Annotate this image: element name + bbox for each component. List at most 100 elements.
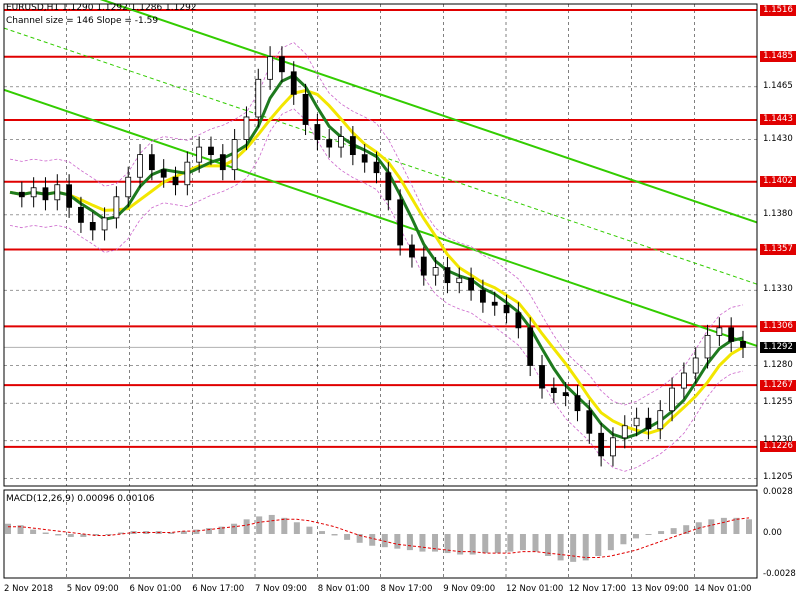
macd-bar: [293, 522, 300, 534]
macd-bar: [256, 516, 263, 534]
candle-body: [420, 256, 427, 276]
time-tick-label: 9 Nov 09:00: [443, 584, 496, 594]
macd-bar: [532, 534, 539, 552]
candle-body: [480, 289, 486, 303]
macd-bar: [231, 523, 238, 534]
macd-bar: [306, 526, 313, 534]
macd-bar: [356, 534, 363, 543]
candle-body: [692, 357, 699, 374]
candle-body: [527, 327, 534, 366]
candle-body: [314, 124, 321, 140]
candle-body: [562, 392, 569, 397]
time-tick-label: 13 Nov 09:00: [631, 584, 689, 594]
macd-bar: [205, 528, 212, 534]
candle-body: [574, 395, 581, 412]
time-tick-label: 8 Nov 17:00: [380, 584, 433, 594]
level-label: 1.1443: [760, 114, 796, 126]
candle-body: [740, 340, 746, 348]
macd-bar: [432, 534, 439, 552]
macd-panel-frame: [3, 489, 758, 579]
price-tick-label: 1.1230: [763, 434, 793, 445]
candle-body: [432, 267, 439, 276]
candle-body: [54, 184, 61, 201]
macd-bar: [394, 534, 401, 549]
candle-body: [468, 277, 474, 291]
candle-body: [160, 169, 167, 178]
candle-body: [680, 372, 687, 389]
macd-bar: [67, 534, 74, 537]
candle-body: [586, 410, 593, 434]
candle-body: [196, 146, 203, 163]
macd-bar: [281, 517, 288, 534]
candle-body: [409, 244, 415, 258]
channel-info: Channel size = 146 Slope = -1.59: [6, 16, 159, 26]
price-tick-label: 1.1465: [763, 80, 793, 91]
candle-body: [716, 327, 723, 336]
level-label: 1.1357: [760, 244, 796, 256]
macd-bar: [143, 531, 150, 534]
channel-lower-line: [3, 88, 758, 347]
macd-bar: [746, 519, 752, 534]
macd-bar: [595, 534, 602, 556]
candle-body: [397, 199, 404, 246]
time-tick-label: 14 Nov 01:00: [694, 584, 752, 594]
macd-bar: [30, 529, 37, 534]
candle-body: [349, 136, 356, 156]
candle-body: [373, 161, 380, 174]
macd-label: MACD(12,26,9) 0.00096 0.00106: [6, 494, 155, 504]
candle-body: [633, 417, 640, 427]
candle-body: [456, 277, 463, 284]
macd-bar: [344, 534, 351, 540]
candle-body: [101, 217, 108, 231]
candle-body: [361, 154, 368, 163]
macd-bar: [268, 514, 275, 534]
candle-body: [18, 191, 25, 198]
candle-body: [302, 93, 309, 125]
candle-body: [704, 334, 711, 359]
time-tick-label: 8 Nov 01:00: [317, 584, 370, 594]
macd-bar: [607, 534, 614, 551]
macd-bar: [406, 534, 413, 551]
level-label: 1.1485: [760, 51, 796, 63]
price-tick-label: 1.1330: [763, 284, 793, 295]
candle-body: [219, 154, 226, 171]
candle-body: [385, 172, 392, 201]
candle-body: [125, 176, 132, 198]
macd-bar: [218, 526, 225, 534]
channel-upper-line: [99, 0, 758, 224]
macd-bar: [557, 534, 564, 561]
price-tick-label: 1.1255: [763, 397, 793, 408]
level-label: 1.1516: [760, 4, 796, 16]
price-panel-frame: [3, 3, 758, 487]
macd-bar: [658, 531, 665, 534]
macd-bar: [545, 534, 552, 556]
envelope-upper: [9, 41, 744, 406]
macd-bar: [168, 532, 175, 534]
macd-bar: [55, 534, 62, 536]
macd-bar: [683, 525, 690, 534]
macd-bar: [469, 534, 476, 555]
macd-bar: [243, 519, 250, 534]
macd-bar: [369, 534, 376, 546]
level-label: 1.1402: [760, 176, 796, 188]
macd-tick-label: 0.0028: [763, 486, 793, 497]
candle-body: [515, 312, 522, 329]
macd-bar: [632, 534, 639, 539]
candle-body: [42, 187, 49, 201]
time-tick-label: 7 Nov 09:00: [255, 584, 307, 594]
macd-bar: [620, 534, 627, 545]
candle-body: [539, 365, 545, 389]
macd-bar: [318, 531, 325, 534]
time-tick-label: 6 Nov 01:00: [129, 584, 182, 594]
macd-bar: [645, 534, 652, 535]
envelope-lower: [9, 108, 744, 472]
candle-body: [255, 78, 262, 118]
macd-bar: [17, 525, 24, 534]
candle-body: [208, 146, 214, 156]
candle-body: [66, 184, 73, 208]
current-price-label: 1.1292: [760, 341, 796, 353]
macd-bar: [519, 534, 526, 551]
macd-bar: [92, 534, 99, 536]
candle-body: [137, 154, 143, 178]
